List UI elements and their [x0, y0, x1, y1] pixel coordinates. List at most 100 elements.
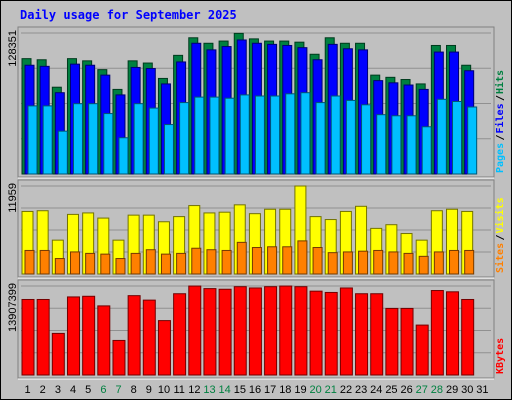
x-tick-label-3: 3 [55, 384, 61, 396]
x-tick-label-20: 20 [310, 384, 322, 396]
x-tick-label-1: 1 [25, 384, 31, 396]
bar-pages-8 [133, 103, 144, 175]
bar-sites-2 [39, 249, 50, 275]
bar-pages-5 [88, 103, 99, 175]
x-tick-label-30: 30 [461, 384, 473, 396]
side-label-separator: / [495, 95, 506, 101]
x-tick-label-11: 11 [173, 384, 184, 396]
bar-sites-13 [206, 249, 217, 275]
bar-pages-10 [163, 124, 174, 175]
x-tick-label-8: 8 [131, 384, 137, 396]
bar-kbytes-26 [400, 307, 414, 376]
bar-pages-14 [224, 97, 235, 175]
x-tick-label-6: 6 [100, 384, 106, 396]
bar-kbytes-1 [21, 298, 35, 376]
bar-kbytes-15 [233, 286, 247, 376]
bar-pages-4 [72, 103, 83, 175]
bar-kbytes-2 [36, 298, 50, 376]
bar-kbytes-29 [446, 291, 460, 376]
bar-pages-2 [42, 105, 53, 175]
bar-pages-29 [452, 100, 463, 175]
bar-sites-24 [373, 249, 384, 275]
bar-pages-15 [239, 94, 250, 175]
bar-pages-23 [361, 104, 372, 175]
panel-frame [17, 179, 495, 278]
bar-pages-25 [391, 115, 402, 175]
bar-pages-21 [330, 95, 341, 175]
panel-frame [17, 26, 495, 178]
bar-kbytes-17 [264, 286, 278, 376]
x-tick-label-31: 31 [476, 384, 488, 396]
bar-sites-18 [282, 246, 293, 275]
bar-pages-12 [194, 96, 205, 175]
bar-sites-30 [464, 249, 475, 275]
x-tick-label-13: 13 [203, 384, 215, 396]
bar-sites-11 [176, 252, 187, 275]
bar-sites-8 [130, 252, 141, 275]
x-tick-label-18: 18 [279, 384, 291, 396]
x-tick-label-2: 2 [40, 384, 46, 396]
bar-sites-5 [85, 252, 96, 275]
x-tick-label-22: 22 [340, 384, 352, 396]
bar-kbytes-30 [461, 298, 475, 376]
bar-kbytes-16 [248, 287, 262, 376]
bar-sites-21 [327, 252, 338, 275]
bar-kbytes-14 [218, 288, 232, 376]
bar-sites-25 [388, 251, 399, 275]
max-value-label: 128351 [7, 30, 19, 67]
bar-sites-9 [145, 249, 156, 275]
bar-kbytes-24 [370, 293, 384, 376]
x-tick-label-10: 10 [158, 384, 170, 396]
bar-sites-26 [403, 252, 414, 275]
x-tick-label-4: 4 [70, 384, 76, 396]
bar-pages-13 [209, 96, 220, 175]
x-tick-label-25: 25 [385, 384, 397, 396]
bar-pages-27 [421, 126, 432, 175]
side-label-visits: Visits [494, 197, 506, 233]
bar-pages-7 [118, 137, 129, 175]
bar-pages-6 [103, 113, 114, 175]
side-label-sites: Sites [494, 243, 506, 273]
bar-kbytes-25 [385, 307, 399, 376]
bar-kbytes-20 [309, 290, 323, 376]
bar-kbytes-27 [415, 324, 429, 376]
bar-kbytes-28 [430, 290, 444, 376]
bar-pages-11 [179, 102, 190, 175]
bar-kbytes-3 [51, 332, 65, 376]
bar-kbytes-23 [355, 293, 369, 376]
x-tick-label-28: 28 [431, 384, 443, 396]
bar-kbytes-11 [173, 293, 187, 376]
bar-sites-10 [160, 253, 171, 275]
bar-sites-20 [312, 247, 323, 275]
bar-pages-30 [467, 106, 478, 175]
bar-kbytes-19 [294, 286, 308, 376]
x-tick-label-19: 19 [294, 384, 306, 396]
bar-sites-17 [267, 246, 278, 275]
panels: 128351Pages/Files/Hits11959Sites/Visits1… [7, 26, 506, 380]
bar-pages-20 [315, 102, 326, 175]
bar-sites-15 [236, 241, 247, 275]
bar-sites-3 [54, 258, 65, 275]
x-axis-labels: 1 2 3 4 5 6 7 8 9 10 11 12 13 14 15 16 17 18 19 20 21 22 23 24 2… [25, 384, 489, 396]
bar-pages-24 [376, 114, 387, 175]
x-tick-label-29: 29 [446, 384, 458, 396]
x-tick-label-26: 26 [400, 384, 412, 396]
x-tick-label-15: 15 [234, 384, 246, 396]
bar-kbytes-9 [142, 299, 156, 376]
bar-pages-28 [436, 98, 447, 175]
bar-kbytes-22 [339, 287, 353, 376]
bar-sites-29 [449, 249, 460, 275]
bar-pages-26 [406, 115, 417, 175]
bar-pages-19 [300, 92, 311, 175]
side-label-kbytes: KBytes [495, 338, 506, 374]
x-tick-label-21: 21 [325, 384, 337, 396]
bar-sites-7 [115, 258, 126, 275]
bar-sites-4 [69, 251, 80, 275]
x-tick-label-27: 27 [416, 384, 428, 396]
x-tick-label-16: 16 [249, 384, 261, 396]
bar-pages-1 [27, 105, 38, 175]
bar-kbytes-13 [203, 288, 217, 376]
bar-sites-23 [358, 250, 369, 275]
x-tick-label-17: 17 [264, 384, 276, 396]
